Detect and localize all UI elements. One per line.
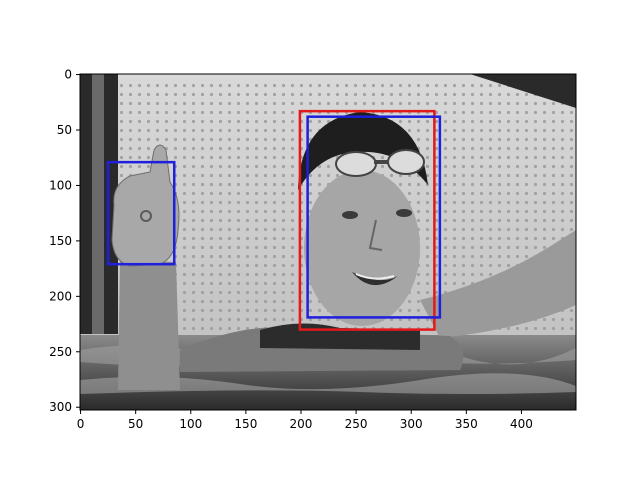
swimmer-photo <box>80 74 576 410</box>
x-tick-label: 0 <box>77 417 85 431</box>
x-tick-label: 250 <box>345 417 368 431</box>
x-tick-label: 400 <box>510 417 533 431</box>
y-axis: 0 50 100 150 200 250 300 <box>49 68 80 414</box>
blue-box-hand <box>106 160 176 266</box>
x-tick-label: 350 <box>455 417 478 431</box>
y-tick-label: 0 <box>64 68 72 82</box>
x-axis: 0 50 100 150 200 250 300 350 400 <box>77 410 533 431</box>
red-box <box>298 109 436 331</box>
axes-frame <box>79 73 577 411</box>
y-tick-label: 300 <box>49 400 72 414</box>
y-tick-label: 100 <box>49 178 72 192</box>
x-tick-label: 100 <box>179 417 202 431</box>
x-tick-label: 150 <box>234 417 257 431</box>
bounding-boxes <box>106 109 442 331</box>
x-tick-label: 50 <box>128 417 143 431</box>
x-tick-label: 300 <box>400 417 423 431</box>
y-tick-label: 250 <box>49 345 72 359</box>
y-tick-label: 150 <box>49 234 72 248</box>
y-tick-label: 200 <box>49 289 72 303</box>
x-tick-label: 200 <box>290 417 313 431</box>
y-tick-label: 50 <box>57 123 72 137</box>
blue-box-face <box>306 115 442 319</box>
